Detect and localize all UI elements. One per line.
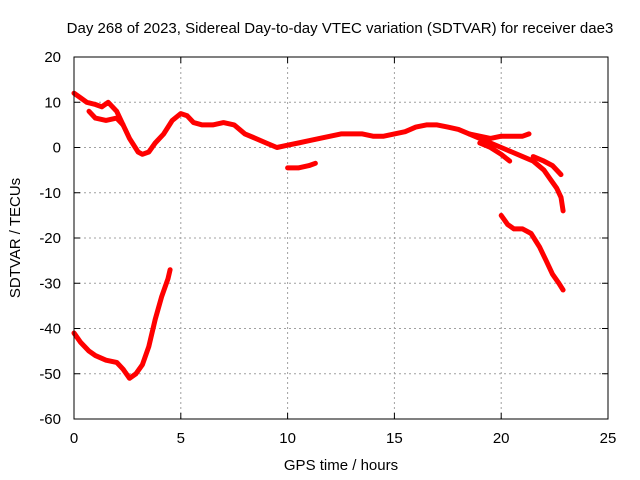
tick-labels: 0 5 10 15 20 25 20 10 0 -10 -20 -30 -40 -50 -60 bbox=[39, 49, 616, 447]
y-tick-label: 10 bbox=[44, 94, 61, 111]
y-tick-label: -50 bbox=[39, 366, 61, 383]
series-line-branch-c bbox=[466, 131, 532, 141]
x-tick-label: 15 bbox=[386, 430, 403, 447]
y-tick-label: -40 bbox=[39, 321, 61, 338]
series-line-branch-a bbox=[86, 108, 126, 128]
x-tick-label: 5 bbox=[177, 430, 185, 447]
y-tick-label: 20 bbox=[44, 49, 61, 66]
series-line-night-early bbox=[71, 267, 173, 381]
series-line-night-late bbox=[498, 212, 566, 293]
y-tick-label: -20 bbox=[39, 230, 61, 247]
series-line-branch-d bbox=[477, 140, 513, 164]
x-tick-label: 20 bbox=[493, 430, 510, 447]
grid bbox=[74, 57, 608, 419]
series-line-branch-e bbox=[530, 154, 564, 178]
y-tick-label: -10 bbox=[39, 185, 61, 202]
plot-series bbox=[71, 90, 566, 381]
y-tick-label: -30 bbox=[39, 275, 61, 292]
x-tick-label: 25 bbox=[600, 430, 617, 447]
y-axis-label: SDTVAR / TECUs bbox=[7, 178, 24, 298]
x-tick-label: 10 bbox=[279, 430, 296, 447]
y-tick-label: 0 bbox=[53, 140, 61, 157]
x-tick-label: 0 bbox=[70, 430, 78, 447]
series-line-main bbox=[71, 90, 566, 214]
x-axis-label: GPS time / hours bbox=[284, 457, 398, 474]
y-tick-label: -60 bbox=[39, 411, 61, 428]
chart-title: Day 268 of 2023, Sidereal Day-to-day VTE… bbox=[67, 20, 614, 37]
series-line-branch-b bbox=[285, 160, 318, 171]
